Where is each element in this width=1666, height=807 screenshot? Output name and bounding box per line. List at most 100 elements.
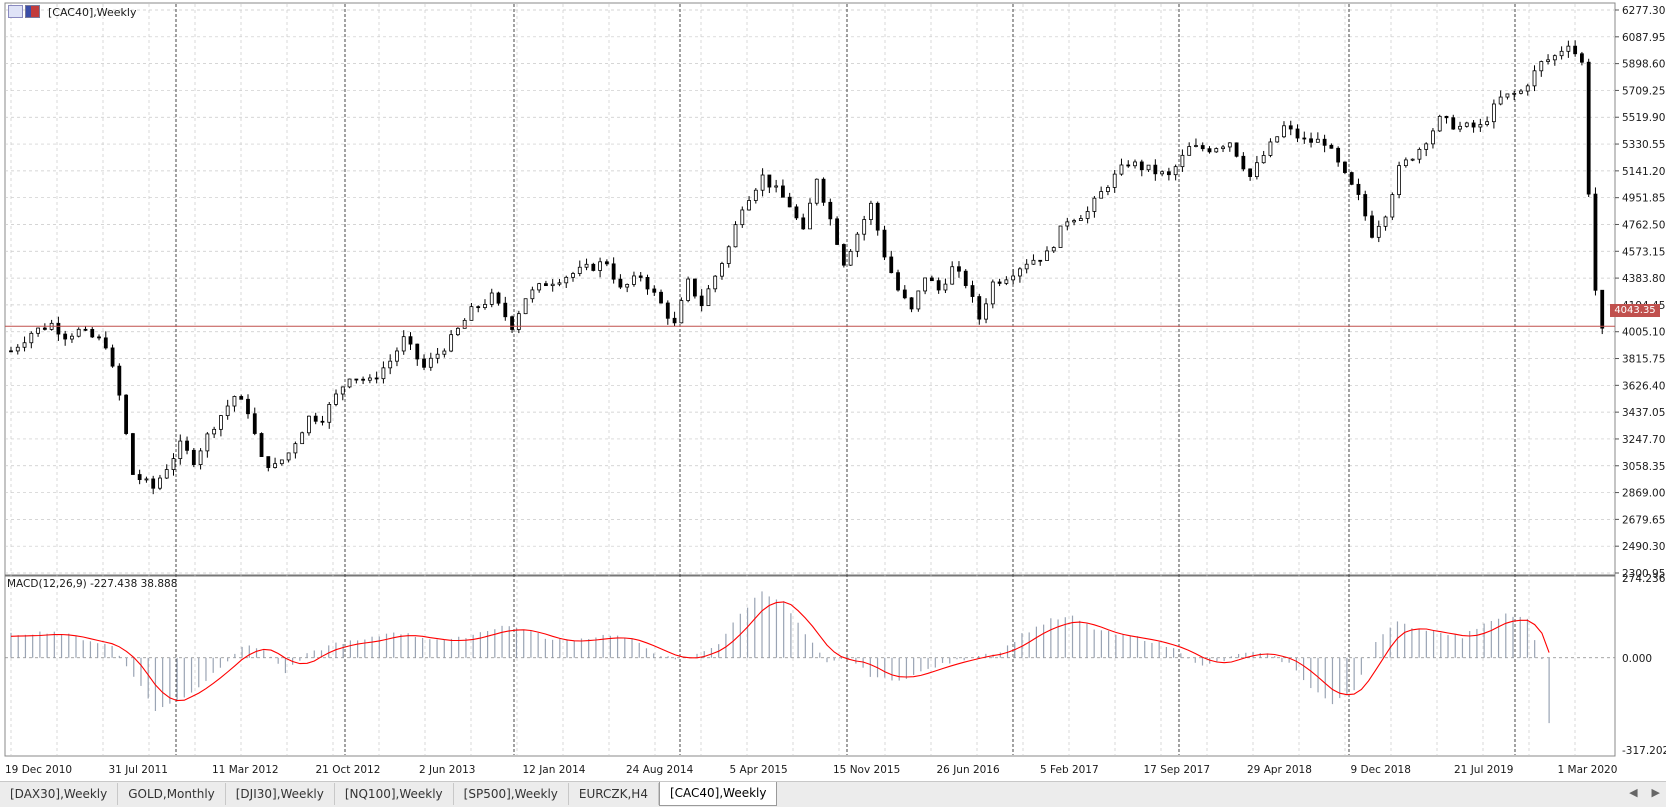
candle-body	[571, 273, 575, 278]
candle-body	[740, 209, 745, 226]
candle-body	[1424, 143, 1429, 150]
candle-body	[869, 202, 873, 220]
candle-body	[929, 277, 934, 282]
chart-tab-bar: [DAX30],Weekly GOLD,Monthly [DJI30],Week…	[0, 781, 1666, 807]
candle-body	[408, 336, 413, 345]
candle-body	[665, 302, 670, 319]
candle-body	[1593, 193, 1598, 291]
candle-body	[428, 357, 433, 368]
candle-body	[1254, 162, 1259, 177]
candle-body	[300, 432, 305, 445]
main-panel-border	[4, 2, 1616, 576]
candle-body	[1051, 247, 1056, 252]
scroll-right-icon[interactable]: ▶	[1651, 786, 1660, 799]
candle-body	[1200, 145, 1205, 150]
candle-body	[1397, 165, 1401, 196]
candle-body	[523, 298, 528, 315]
candle-body	[916, 290, 921, 310]
candle-body	[889, 256, 894, 274]
candle-body	[1248, 168, 1253, 177]
x-tick-label: 26 Jun 2016	[937, 764, 1000, 776]
candle-body	[130, 433, 135, 475]
candle-body	[1451, 117, 1456, 130]
candle-body	[401, 336, 406, 352]
candle-body	[1288, 125, 1293, 130]
tab-eurczk[interactable]: EURCZK,H4	[569, 783, 659, 805]
candle-body	[246, 398, 250, 415]
candle-body	[36, 327, 40, 334]
candle-body	[1119, 164, 1124, 175]
candle-body	[164, 469, 169, 479]
candle-body	[29, 332, 34, 344]
tab-dji30[interactable]: [DJI30],Weekly	[226, 783, 335, 805]
candle-body	[902, 289, 907, 299]
candle-body	[726, 246, 731, 264]
y-tick-label: 2869.00	[1622, 488, 1665, 500]
tab-dax30[interactable]: [DAX30],Weekly	[0, 783, 119, 805]
candle-body	[774, 185, 779, 188]
chart-area[interactable]: 6277.30 6087.95 5898.60 5709.25 5519.90 5330.…	[0, 0, 1666, 781]
candle-body	[686, 278, 691, 301]
x-tick-label: 24 Aug 2014	[626, 764, 694, 776]
tab-sp500[interactable]: [SP500],Weekly	[454, 783, 569, 805]
tab-nq100[interactable]: [NQ100],Weekly	[335, 783, 454, 805]
y-tick-label: 5519.90	[1622, 112, 1665, 124]
candle-body	[821, 178, 826, 203]
candle-body	[1194, 145, 1198, 147]
candle-body	[632, 275, 636, 285]
candle-body	[1329, 144, 1334, 149]
candle-body	[462, 319, 467, 329]
candle-body	[191, 449, 196, 465]
candle-body	[625, 283, 630, 288]
candle-body	[252, 413, 257, 434]
candle-body	[672, 317, 677, 324]
candle-body	[279, 459, 284, 465]
scroll-left-icon[interactable]: ◀	[1629, 786, 1638, 799]
candle-body	[198, 450, 203, 465]
candle-body	[415, 343, 420, 360]
candle-body	[1383, 216, 1388, 227]
x-tick-label: 29 Apr 2018	[1247, 764, 1312, 776]
candle-body	[1458, 125, 1462, 130]
chart-canvas[interactable]: 6277.30 6087.95 5898.60 5709.25 5519.90 5330.…	[0, 0, 1666, 781]
candle-body	[334, 393, 338, 405]
candle-body	[1390, 194, 1395, 218]
candle-body	[591, 263, 596, 271]
candle-body	[307, 415, 311, 434]
macd-signal-line	[10, 601, 1550, 702]
candle-body	[1525, 85, 1530, 92]
candle-body	[1600, 289, 1605, 329]
tab-cac40[interactable]: [CAC40],Weekly	[658, 782, 778, 806]
candle-body	[90, 328, 95, 338]
candle-body	[110, 347, 115, 367]
candle-body	[178, 440, 183, 460]
candle-body	[1065, 221, 1070, 227]
x-tick-label: 12 Jan 2014	[523, 764, 586, 776]
candle-body	[1126, 164, 1131, 167]
candle-body	[442, 350, 447, 355]
candle-body	[835, 218, 839, 245]
candle-body	[1403, 159, 1408, 167]
x-tick-label: 2 Jun 2013	[419, 764, 475, 776]
x-tick-label: 9 Dec 2018	[1351, 764, 1411, 776]
y-tick-label: 3247.70	[1622, 434, 1665, 446]
candle-body	[1187, 146, 1192, 156]
tab-gold[interactable]: GOLD,Monthly	[118, 783, 226, 805]
y-tick-label: 3626.40	[1622, 380, 1665, 392]
candle-body	[97, 336, 101, 339]
candle-body	[1099, 191, 1104, 199]
candle-body	[1363, 194, 1368, 217]
candle-body	[1485, 121, 1490, 125]
candle-body	[1227, 142, 1232, 148]
candle-body	[618, 278, 623, 288]
candle-body	[1268, 141, 1273, 156]
candle-body	[219, 415, 223, 430]
candle-body	[117, 365, 122, 396]
candle-body	[239, 396, 244, 400]
candle-body	[1173, 166, 1178, 176]
candle-body	[801, 217, 806, 230]
candle-body	[1282, 125, 1286, 138]
candle-body	[1444, 115, 1449, 119]
candle-body	[1464, 122, 1469, 127]
candle-body	[1106, 187, 1110, 192]
